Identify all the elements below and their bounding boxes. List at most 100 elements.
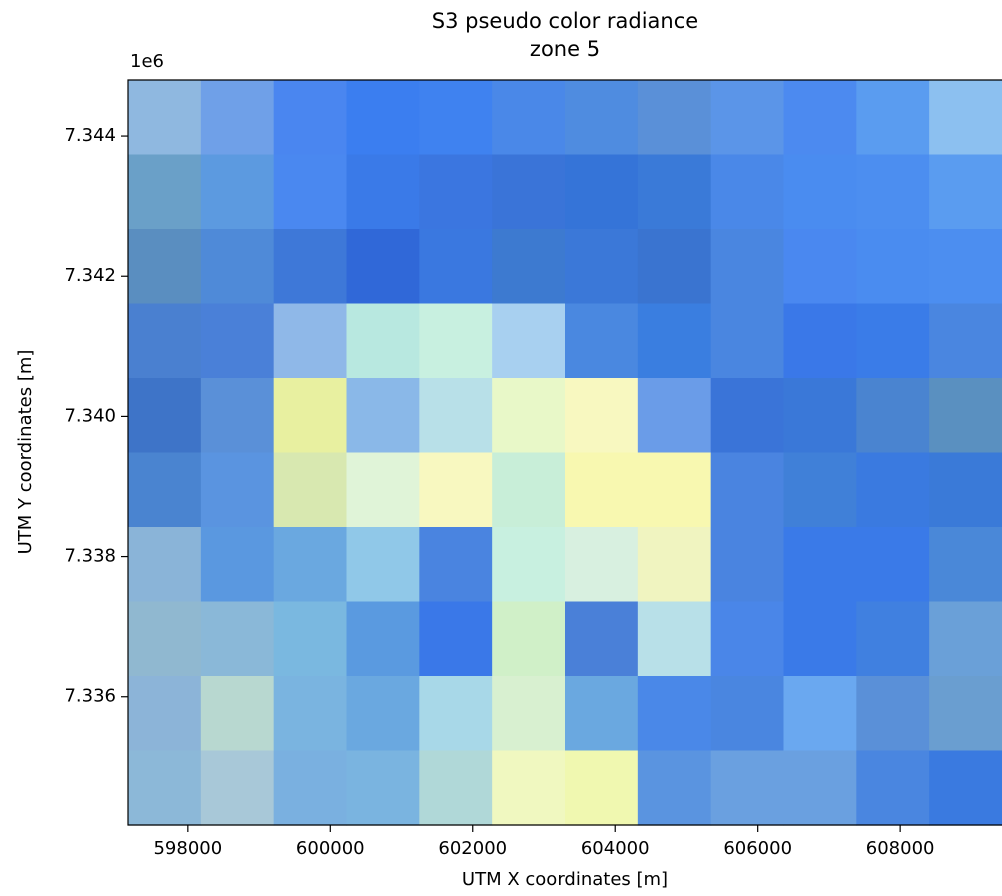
pixel — [201, 751, 274, 826]
pixel — [347, 229, 420, 304]
pixel — [856, 602, 929, 677]
pixel — [565, 229, 638, 304]
pixel — [638, 527, 711, 602]
pixel — [347, 602, 420, 677]
pixel — [711, 155, 784, 230]
pixel — [711, 602, 784, 677]
pixel — [784, 602, 857, 677]
pixel — [565, 378, 638, 453]
pixel — [492, 229, 565, 304]
pixel — [128, 80, 201, 155]
pixel — [201, 527, 274, 602]
pixel — [128, 602, 201, 677]
pixel — [784, 676, 857, 751]
pixel — [128, 155, 201, 230]
x-tick-label: 598000 — [153, 838, 222, 859]
pixel — [856, 676, 929, 751]
pixel — [274, 453, 347, 528]
pixel — [201, 155, 274, 230]
pixel — [711, 751, 784, 826]
pixel — [784, 229, 857, 304]
pixel — [274, 155, 347, 230]
pixel — [128, 527, 201, 602]
pixel — [856, 527, 929, 602]
pixel — [274, 751, 347, 826]
pixel — [638, 304, 711, 379]
pixel — [201, 453, 274, 528]
pixel — [347, 751, 420, 826]
pixel — [929, 602, 1002, 677]
pixel — [419, 751, 492, 826]
pixel — [419, 378, 492, 453]
pixel — [638, 676, 711, 751]
pixel — [856, 751, 929, 826]
pixel — [784, 80, 857, 155]
pixel — [201, 676, 274, 751]
pixel — [347, 676, 420, 751]
pixel — [711, 80, 784, 155]
pixel — [492, 453, 565, 528]
pixel — [856, 453, 929, 528]
pixel — [274, 602, 347, 677]
pixel — [347, 378, 420, 453]
pixel — [419, 527, 492, 602]
pixel — [856, 304, 929, 379]
pixel — [274, 304, 347, 379]
pixel — [128, 676, 201, 751]
pixel — [274, 229, 347, 304]
x-tick-label: 600000 — [296, 838, 365, 859]
pixel — [492, 602, 565, 677]
chart-subtitle: zone 5 — [530, 37, 600, 61]
pixel — [784, 304, 857, 379]
pixel — [201, 229, 274, 304]
pixel — [711, 527, 784, 602]
pixel — [274, 527, 347, 602]
pixel — [492, 304, 565, 379]
y-offset-label: 1e6 — [130, 51, 164, 72]
chart-title: S3 pseudo color radiance — [432, 9, 698, 33]
pixel — [274, 80, 347, 155]
pixel — [929, 453, 1002, 528]
pixel — [492, 527, 565, 602]
pixel — [201, 378, 274, 453]
pixel — [347, 304, 420, 379]
pixel — [565, 751, 638, 826]
pixel — [711, 378, 784, 453]
pixel — [419, 676, 492, 751]
pixel — [638, 229, 711, 304]
y-tick-label: 7.340 — [64, 405, 116, 426]
pixel — [128, 751, 201, 826]
pixel — [638, 378, 711, 453]
x-axis-label: UTM X coordinates [m] — [462, 869, 668, 890]
pixel — [929, 378, 1002, 453]
pixel — [784, 155, 857, 230]
pixel — [638, 80, 711, 155]
pixel — [638, 751, 711, 826]
pixel — [929, 676, 1002, 751]
pixel — [565, 80, 638, 155]
pixel — [492, 155, 565, 230]
pixel — [128, 229, 201, 304]
pixel — [565, 676, 638, 751]
y-tick-label: 7.336 — [64, 686, 116, 707]
pixel — [492, 676, 565, 751]
pixel — [784, 527, 857, 602]
pixel — [856, 378, 929, 453]
pixel — [711, 453, 784, 528]
pixel — [638, 602, 711, 677]
y-tick-label: 7.344 — [64, 125, 116, 146]
y-tick-label: 7.342 — [64, 265, 116, 286]
pixel — [419, 453, 492, 528]
pixel — [711, 304, 784, 379]
pixel — [201, 80, 274, 155]
pixel — [347, 527, 420, 602]
pixel — [929, 80, 1002, 155]
x-tick-label: 606000 — [723, 838, 792, 859]
pixel — [128, 304, 201, 379]
x-tick-label: 604000 — [581, 838, 650, 859]
pixel — [565, 602, 638, 677]
pixel — [492, 80, 565, 155]
pixel — [347, 80, 420, 155]
pixel — [856, 229, 929, 304]
